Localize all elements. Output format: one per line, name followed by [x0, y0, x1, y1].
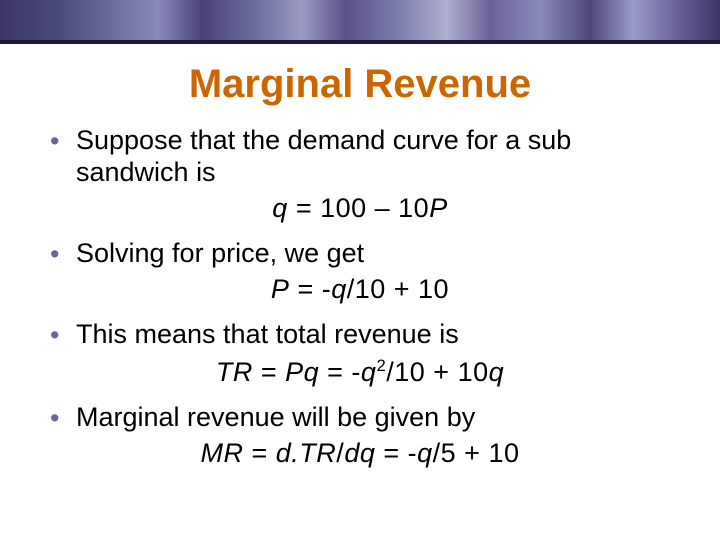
equation: MR = d.TR/dq = -q/5 + 10 — [50, 438, 670, 469]
bullet-item: • Suppose that the demand curve for a su… — [50, 125, 670, 189]
bullet-item: • Marginal revenue will be given by — [50, 402, 670, 434]
bullet-dot: • — [50, 125, 76, 157]
bullet-dot: • — [50, 402, 76, 434]
slide-title: Marginal Revenue — [50, 62, 670, 107]
equation: P = -q/10 + 10 — [50, 274, 670, 305]
bullet-text: Suppose that the demand curve for a sub … — [76, 125, 670, 189]
decorative-banner — [0, 0, 720, 44]
bullet-text: This means that total revenue is — [76, 319, 670, 351]
bullet-item: • This means that total revenue is — [50, 319, 670, 351]
equation: TR = Pq = -q2/10 + 10q — [50, 356, 670, 388]
slide-content: Marginal Revenue • Suppose that the dema… — [0, 44, 720, 469]
bullet-text: Solving for price, we get — [76, 238, 670, 270]
bullet-item: • Solving for price, we get — [50, 238, 670, 270]
bullet-dot: • — [50, 238, 76, 270]
equation: q = 100 – 10P — [50, 193, 670, 224]
bullet-text: Marginal revenue will be given by — [76, 402, 670, 434]
bullet-dot: • — [50, 319, 76, 351]
